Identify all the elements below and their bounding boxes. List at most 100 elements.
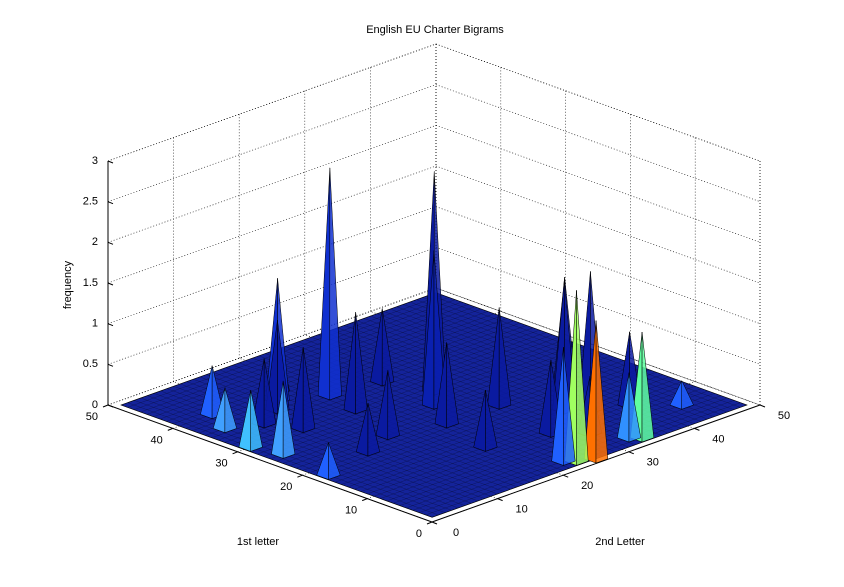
grid-line [435,84,761,202]
peak-face [641,331,655,443]
peak-face [628,372,642,443]
x-tick [759,404,766,408]
peak [317,167,342,401]
grid-line [107,125,437,243]
peak [473,389,498,452]
mesh-line [133,297,449,410]
x-tick-label: 0 [453,527,459,539]
grid-line [435,125,761,243]
z-tick-label: 1.5 [83,277,98,289]
grid-line [435,206,761,324]
peak-face [282,380,296,459]
z-tick [107,323,114,327]
grid-line [107,247,437,365]
mesh-line [186,381,498,495]
mesh-line [250,339,566,452]
grid-line [107,165,437,284]
peak-face [367,402,380,457]
peak-face [681,380,694,410]
z-tick [107,201,114,205]
z-tick [107,160,114,164]
z-tick-label: 2 [92,236,98,248]
mesh-line [393,390,709,504]
x-tick [497,498,503,502]
y-tick-label: 40 [151,434,163,446]
y-tick-label: 30 [215,458,227,470]
peak-face [328,442,341,480]
mesh-line [193,379,505,492]
peak [375,370,400,440]
peak-face [302,346,316,433]
y-tick [167,427,173,431]
peak [584,320,609,464]
y-tick [297,474,303,478]
grid-line [107,206,437,324]
mesh-line [354,376,670,490]
peak-face [563,347,576,466]
mesh-line [147,395,459,509]
y-tick-label: 0 [416,528,422,540]
x-tick-label: 40 [712,433,724,445]
peak-face [224,387,237,433]
peak-face [263,358,277,429]
peak-face [446,342,459,429]
mesh-line [263,343,579,457]
mesh-line [347,374,663,488]
z-tick [107,282,114,286]
mesh-line [245,360,557,474]
mesh-line [396,306,708,420]
peak [551,347,576,466]
grid-line [107,43,437,162]
grid-line [435,247,761,365]
x-tick [694,427,700,431]
x-tick-label: 30 [647,457,659,469]
mesh-line [134,400,446,513]
mesh-line [127,402,439,516]
z-tick-label: 1 [92,318,98,330]
x-tick-label: 20 [581,480,593,492]
y-tick [426,521,433,525]
z-tick [107,241,114,245]
grid-line [435,43,761,162]
z-tick-label: 0.5 [83,358,98,370]
y-tick [232,451,238,455]
mesh-line [244,336,560,450]
z-tick-label: 3 [92,155,98,167]
x-tick [563,474,569,478]
x-axis-line [431,404,761,523]
z-tick-label: 0 [92,399,98,411]
surface [120,167,748,518]
chart-title: English EU Charter Bigrams [366,24,504,36]
x-tick [628,451,634,455]
mesh-line [120,404,433,518]
peak-face [576,290,589,466]
peak-face [498,307,512,410]
peak [487,307,512,410]
peak-face [387,370,400,440]
peak [238,389,263,452]
mesh-line [127,294,443,408]
peak-face [329,167,342,401]
z-axis-label: frequency [62,260,74,309]
peak [212,387,237,433]
peak [617,372,642,443]
mesh-line [180,383,492,497]
mesh-line [265,353,577,467]
mesh-line [258,355,570,469]
peak-face [250,389,263,452]
y-tick [102,404,109,408]
x-tick [431,521,438,525]
y-tick-label: 50 [86,411,98,423]
y-axis-line [107,404,433,523]
grid-line [107,84,437,202]
peak [434,342,459,429]
mesh-line [257,341,573,455]
mesh-line [140,299,456,413]
peak [271,380,296,459]
mesh-line [185,315,501,429]
mesh-line [357,320,669,434]
y-axis-label: 1st letter [237,536,280,548]
grid-line [435,287,761,406]
